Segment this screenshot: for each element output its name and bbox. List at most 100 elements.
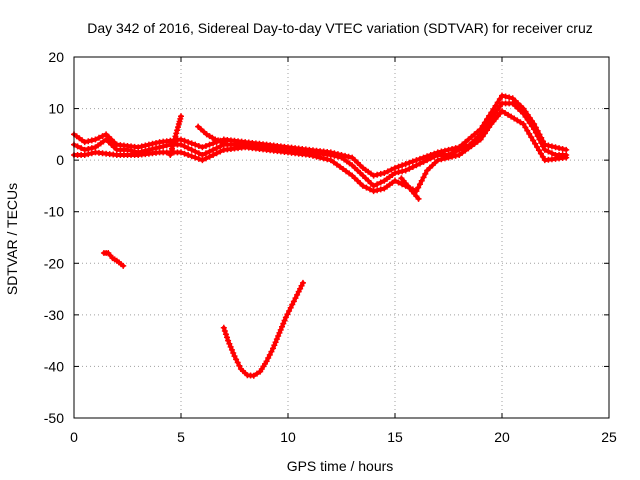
- data-point-marker: [145, 141, 152, 148]
- data-point-marker: [541, 146, 548, 153]
- data-point-marker: [552, 144, 559, 151]
- data-point-marker: [488, 109, 495, 116]
- data-point-marker: [138, 143, 145, 150]
- data-point-marker: [199, 144, 206, 151]
- data-point-marker: [299, 279, 306, 286]
- data-point-marker: [526, 114, 533, 121]
- data-point-marker: [277, 326, 284, 333]
- data-point-marker: [231, 353, 238, 360]
- data-point-marker: [537, 150, 544, 157]
- data-point-marker: [225, 337, 232, 344]
- data-point-marker: [178, 136, 184, 143]
- data-point-marker: [528, 134, 535, 141]
- data-point-marker: [171, 136, 178, 143]
- data-point-marker: [522, 108, 529, 115]
- data-point-marker: [185, 145, 192, 152]
- series-segment-near-6h: [195, 123, 227, 146]
- data-point-marker: [422, 170, 429, 177]
- data-point-marker: [548, 143, 555, 150]
- data-point-marker: [271, 342, 278, 349]
- data-point-marker: [170, 139, 177, 146]
- data-point-marker: [511, 115, 518, 122]
- data-point-marker: [427, 151, 434, 158]
- data-point-marker: [250, 372, 257, 379]
- data-point-marker: [174, 127, 181, 134]
- series-v-shaped-segment: [220, 279, 306, 379]
- data-point-marker: [282, 314, 289, 321]
- data-point-marker: [202, 155, 209, 162]
- data-point-marker: [479, 122, 486, 129]
- data-point-marker: [395, 179, 402, 186]
- data-point-marker: [173, 130, 180, 137]
- chart-title: Day 342 of 2016, Sidereal Day-to-day VTE…: [87, 20, 593, 36]
- data-point-marker: [324, 156, 331, 163]
- data-point-marker: [234, 359, 241, 366]
- data-point-marker: [292, 295, 299, 302]
- data-point-marker: [213, 145, 220, 152]
- data-point-marker: [462, 139, 469, 146]
- x-tick-label: 25: [601, 429, 617, 445]
- data-point-marker: [85, 145, 92, 152]
- x-tick-label: 5: [177, 429, 185, 445]
- data-point-marker: [195, 142, 202, 149]
- data-point-marker: [156, 144, 163, 151]
- data-point-marker: [399, 168, 406, 175]
- data-point-marker: [524, 111, 531, 118]
- data-point-marker: [228, 346, 235, 353]
- data-point-marker: [481, 130, 488, 137]
- data-point-marker: [502, 109, 509, 116]
- data-point-marker: [81, 139, 88, 146]
- data-point-marker: [456, 144, 463, 151]
- data-point-marker: [206, 153, 213, 160]
- data-point-marker: [289, 301, 296, 308]
- data-point-marker: [418, 177, 425, 184]
- data-point-marker: [517, 119, 524, 126]
- data-point-marker: [233, 356, 240, 363]
- data-point-marker: [327, 149, 334, 156]
- data-point-marker: [217, 138, 224, 145]
- data-point-marker: [178, 113, 184, 120]
- data-point-marker: [449, 145, 456, 152]
- data-point-marker: [192, 148, 199, 155]
- data-point-marker: [409, 164, 416, 171]
- data-point-marker: [275, 333, 282, 340]
- series-layer: [71, 92, 570, 379]
- data-point-marker: [220, 324, 227, 331]
- data-point-marker: [559, 145, 566, 152]
- data-point-marker: [374, 171, 381, 178]
- data-point-marker: [169, 142, 176, 149]
- data-point-marker: [135, 144, 142, 151]
- data-point-marker: [445, 154, 452, 161]
- data-point-marker: [413, 162, 420, 169]
- data-point-marker: [367, 186, 374, 193]
- data-point-marker: [484, 127, 491, 134]
- data-point-marker: [395, 163, 402, 170]
- data-point-marker: [270, 345, 277, 352]
- plot-frame: [73, 56, 610, 419]
- data-point-marker: [520, 105, 527, 112]
- data-point-marker: [221, 327, 228, 334]
- data-point-marker: [479, 133, 486, 140]
- data-point-marker: [294, 291, 301, 298]
- data-point-marker: [406, 165, 413, 172]
- data-point-marker: [280, 320, 287, 327]
- y-tick-label: -30: [44, 307, 64, 323]
- data-point-marker: [81, 146, 88, 153]
- data-point-marker: [452, 152, 459, 159]
- series-short-segment-near-2h: [100, 249, 127, 269]
- data-point-marker: [306, 151, 313, 158]
- data-point-marker: [327, 157, 334, 164]
- data-point-marker: [342, 152, 349, 159]
- data-point-marker: [195, 155, 202, 162]
- series-spike-near-5h: [167, 113, 184, 158]
- data-point-marker: [486, 124, 493, 131]
- series-main-track-band-upper: [71, 92, 570, 179]
- data-point-marker: [266, 351, 273, 358]
- data-point-marker: [535, 147, 542, 154]
- data-point-marker: [142, 142, 149, 149]
- y-axis-label: SDTVAR / TECUs: [4, 183, 20, 295]
- x-axis-label: GPS time / hours: [287, 458, 394, 474]
- data-point-marker: [416, 181, 423, 188]
- data-point-marker: [253, 370, 260, 377]
- data-point-marker: [224, 334, 231, 341]
